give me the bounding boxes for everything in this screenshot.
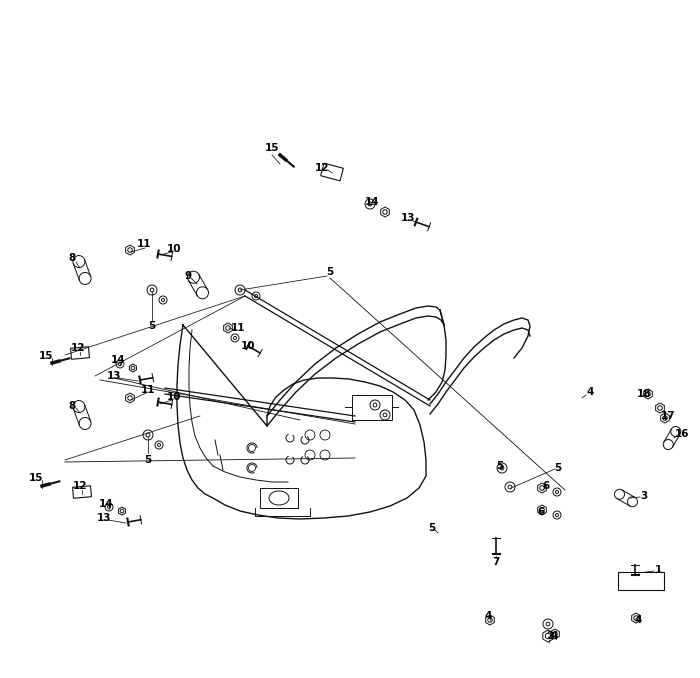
Text: 12: 12 [71,343,85,353]
Text: 10: 10 [241,341,256,351]
Text: 13: 13 [106,371,121,381]
Text: 5: 5 [428,523,435,533]
Text: 14: 14 [99,499,113,509]
Text: 4: 4 [484,611,491,621]
Text: 10: 10 [167,392,181,402]
Text: 8: 8 [69,401,76,411]
Text: 14: 14 [111,355,125,365]
Text: 4: 4 [550,631,558,641]
Text: 5: 5 [148,321,155,331]
Text: 4: 4 [587,387,594,397]
Text: 12: 12 [315,163,329,173]
Text: 15: 15 [265,143,279,153]
Bar [618,572,664,590]
Text: 15: 15 [29,473,43,483]
Text: 11: 11 [231,323,245,333]
Text: 3: 3 [640,491,648,501]
Text: 8: 8 [69,253,76,263]
Text: 11: 11 [136,239,151,249]
Text: 6: 6 [538,507,545,517]
Text: 7: 7 [492,557,500,567]
Text: 5: 5 [554,463,561,473]
Text: 2: 2 [547,631,554,641]
Text: 16: 16 [675,429,690,439]
Text: 5: 5 [496,461,503,471]
Text: 5: 5 [144,455,152,465]
Text: 13: 13 [400,213,415,223]
Text: 14: 14 [365,197,379,207]
Text: 1: 1 [654,565,661,575]
Text: 10: 10 [167,244,181,254]
Text: 9: 9 [184,271,192,281]
Text: 6: 6 [542,481,550,491]
Text: 4: 4 [634,615,642,625]
Text: 13: 13 [97,513,111,523]
Text: 15: 15 [38,351,53,361]
Text: 17: 17 [661,411,676,421]
Text: 12: 12 [73,481,88,491]
Text: 18: 18 [637,389,651,399]
Text: 11: 11 [141,385,155,395]
Text: 5: 5 [326,267,334,277]
